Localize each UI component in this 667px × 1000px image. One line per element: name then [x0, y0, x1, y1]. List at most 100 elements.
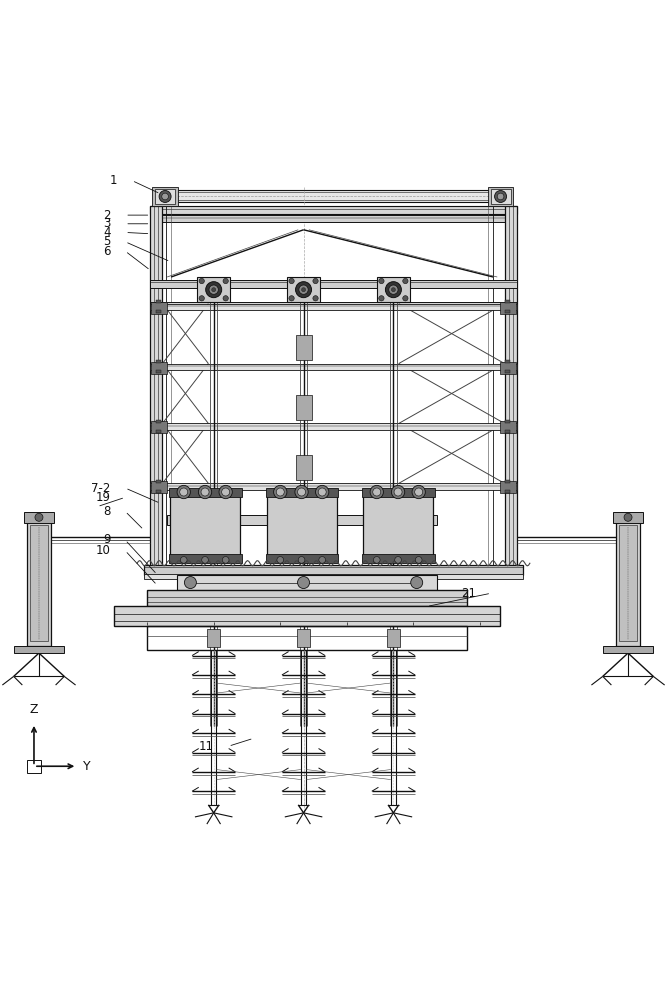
- Circle shape: [219, 485, 232, 499]
- Bar: [367, 507, 379, 515]
- Bar: [504, 420, 510, 423]
- Circle shape: [494, 190, 506, 202]
- Circle shape: [386, 282, 402, 298]
- Circle shape: [416, 557, 422, 563]
- Circle shape: [299, 285, 308, 294]
- Bar: [285, 507, 297, 515]
- Bar: [147, 590, 467, 606]
- Circle shape: [221, 488, 229, 496]
- Bar: [287, 277, 320, 302]
- Circle shape: [35, 513, 43, 521]
- Bar: [151, 483, 516, 490]
- Bar: [504, 430, 510, 433]
- Bar: [382, 517, 394, 526]
- Circle shape: [179, 488, 187, 496]
- Bar: [219, 528, 231, 537]
- Circle shape: [289, 296, 294, 301]
- Bar: [153, 304, 164, 312]
- Bar: [295, 335, 311, 360]
- Bar: [147, 626, 467, 650]
- Circle shape: [297, 577, 309, 589]
- Bar: [153, 187, 177, 206]
- Bar: [207, 629, 220, 647]
- Bar: [24, 512, 54, 523]
- Circle shape: [412, 485, 426, 499]
- Bar: [151, 421, 167, 433]
- Bar: [502, 423, 512, 431]
- Bar: [204, 507, 216, 515]
- Bar: [169, 554, 241, 563]
- Text: Y: Y: [83, 760, 90, 773]
- Bar: [367, 517, 379, 526]
- Bar: [362, 554, 435, 563]
- Bar: [27, 520, 51, 646]
- Bar: [290, 279, 317, 300]
- Bar: [398, 528, 410, 537]
- Bar: [316, 539, 328, 547]
- Bar: [619, 525, 637, 641]
- Circle shape: [319, 557, 325, 563]
- Circle shape: [624, 513, 632, 521]
- Bar: [171, 495, 240, 556]
- Circle shape: [318, 488, 326, 496]
- Bar: [270, 539, 282, 547]
- Bar: [504, 310, 510, 313]
- Bar: [167, 515, 437, 525]
- Bar: [27, 760, 41, 773]
- Circle shape: [373, 488, 381, 496]
- Bar: [151, 362, 167, 374]
- Bar: [219, 539, 231, 547]
- Bar: [270, 528, 282, 537]
- Bar: [151, 302, 516, 309]
- Bar: [382, 507, 394, 515]
- Bar: [270, 507, 282, 515]
- Circle shape: [184, 577, 196, 589]
- Bar: [144, 565, 523, 575]
- Bar: [297, 629, 310, 647]
- Circle shape: [313, 296, 318, 301]
- Circle shape: [313, 278, 318, 284]
- Bar: [285, 517, 297, 526]
- Text: 3: 3: [103, 217, 111, 230]
- Bar: [500, 421, 516, 433]
- Bar: [301, 517, 313, 526]
- Bar: [169, 488, 241, 497]
- Bar: [398, 507, 410, 515]
- Bar: [504, 490, 510, 493]
- Circle shape: [403, 296, 408, 301]
- Bar: [156, 310, 161, 313]
- Circle shape: [379, 278, 384, 284]
- Bar: [204, 528, 216, 537]
- Bar: [500, 481, 516, 493]
- Circle shape: [199, 278, 204, 284]
- Bar: [504, 360, 510, 363]
- Circle shape: [198, 485, 211, 499]
- Bar: [502, 304, 512, 312]
- Bar: [316, 528, 328, 537]
- Circle shape: [223, 296, 228, 301]
- Bar: [151, 215, 516, 222]
- Bar: [613, 512, 643, 523]
- Bar: [151, 206, 516, 214]
- Bar: [151, 206, 163, 567]
- Circle shape: [389, 285, 398, 294]
- Bar: [156, 430, 161, 433]
- Bar: [413, 507, 425, 515]
- Circle shape: [374, 557, 380, 563]
- Circle shape: [276, 488, 284, 496]
- Circle shape: [277, 557, 283, 563]
- Circle shape: [301, 288, 305, 292]
- Bar: [488, 187, 513, 206]
- Bar: [151, 423, 516, 430]
- Bar: [173, 539, 185, 547]
- Bar: [173, 507, 185, 515]
- Text: 1: 1: [109, 174, 117, 187]
- Bar: [265, 488, 338, 497]
- Circle shape: [222, 557, 229, 563]
- Bar: [114, 606, 500, 626]
- Circle shape: [411, 577, 423, 589]
- Bar: [156, 300, 161, 303]
- Bar: [173, 528, 185, 537]
- Bar: [504, 206, 516, 567]
- Bar: [177, 575, 437, 590]
